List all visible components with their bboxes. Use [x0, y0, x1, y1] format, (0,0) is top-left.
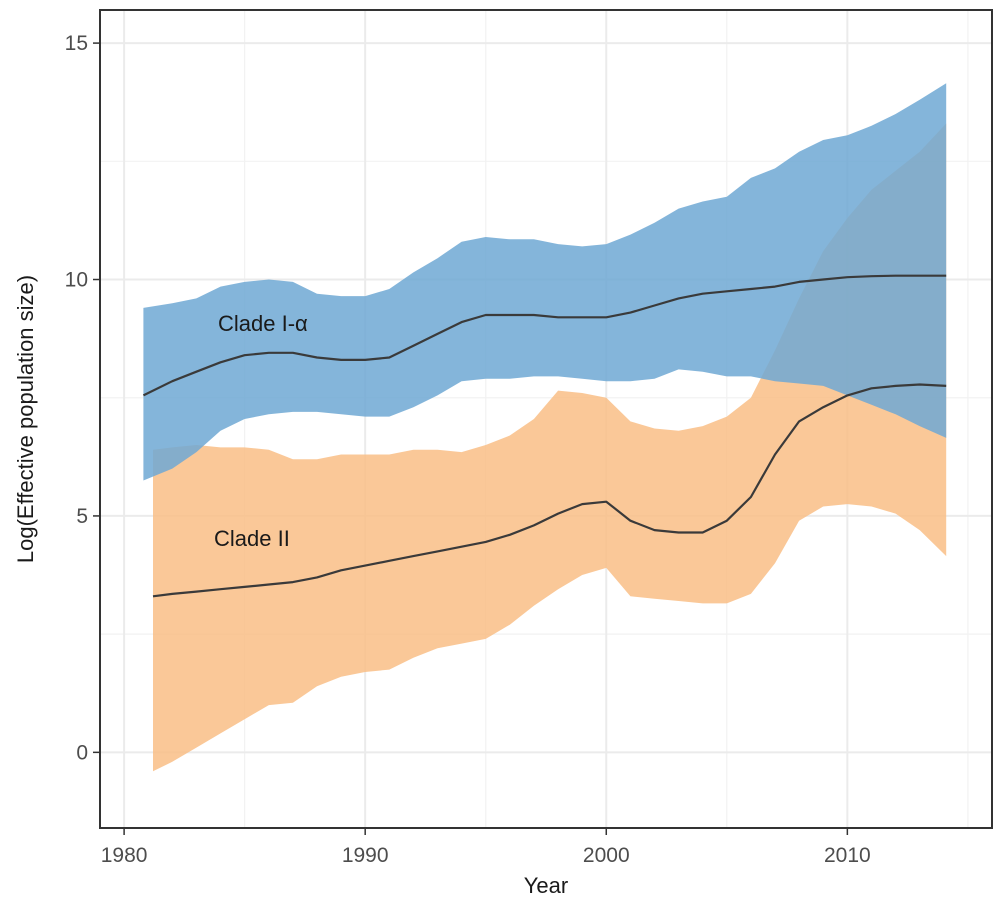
plot-frame: [99, 9, 993, 829]
y-tick-label: 10: [65, 269, 88, 292]
x-tick-label: 1990: [342, 844, 389, 867]
y-tick-label: 0: [76, 741, 88, 764]
x-axis-title: Year: [524, 873, 568, 898]
y-tick-label: 5: [76, 505, 88, 528]
x-tick-label: 1980: [101, 844, 148, 867]
mean-line-clade-i-alpha: [142, 274, 947, 397]
series-label-clade-ii: Clade II: [214, 526, 290, 551]
x-axis-ticks: 1980 1990 2000 2010: [101, 828, 871, 867]
series-label-clade-i-alpha: Clade I-α: [218, 311, 308, 336]
mean-line-clade-ii: [152, 383, 947, 598]
y-tick-label: 15: [65, 32, 88, 55]
ribbon-clade-i-alpha: [143, 83, 947, 481]
x-tick-label: 2000: [583, 844, 630, 867]
y-axis-ticks: 0 5 10 15: [65, 32, 100, 764]
y-axis-title: Log(Effective population size): [13, 275, 38, 563]
x-tick-label: 2010: [824, 844, 871, 867]
series-layer: [142, 83, 947, 772]
ribbon-clade-ii: [153, 123, 947, 772]
